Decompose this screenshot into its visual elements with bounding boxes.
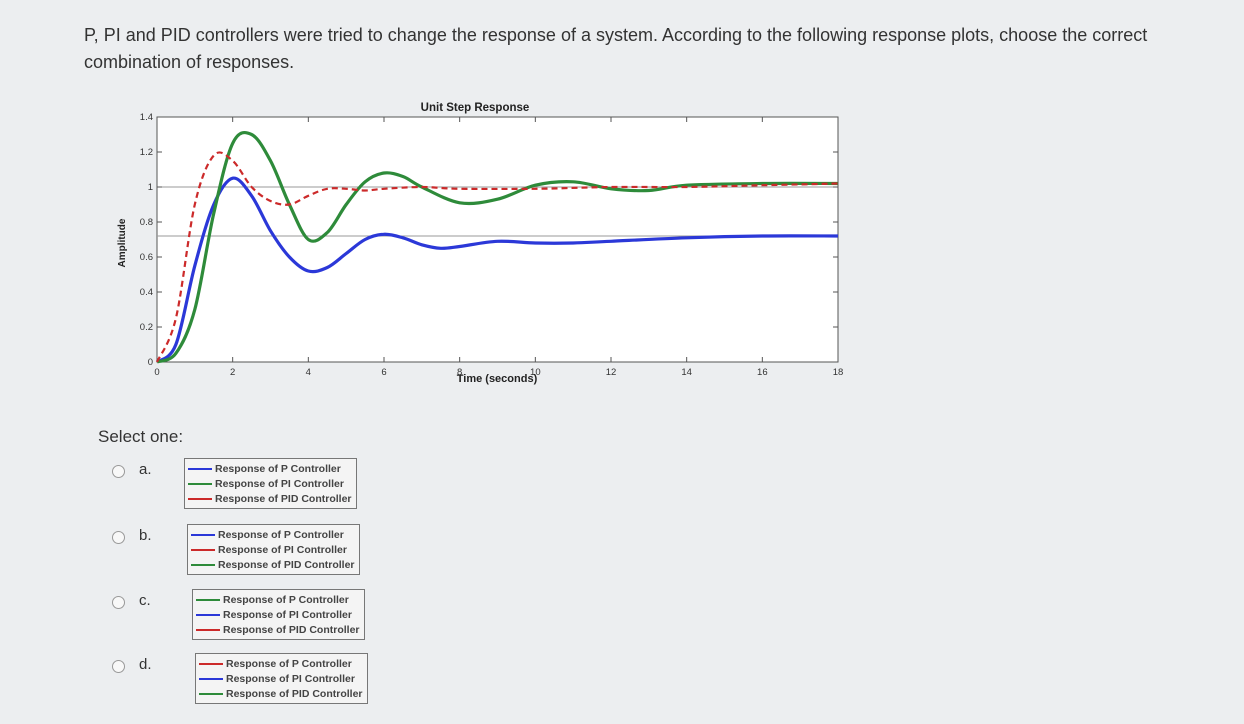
legend-entry: Response of PID Controller <box>196 622 360 637</box>
y-axis-label: Amplitude <box>117 218 128 267</box>
y-tick-label: 0.8 <box>140 217 153 228</box>
y-tick-label: 0.6 <box>140 252 153 263</box>
answer-option-b[interactable]: b. Response of P Controller Response of PI… <box>112 524 412 576</box>
x-tick-label: 14 <box>681 367 692 378</box>
legend-label: Response of P Controller <box>215 462 341 475</box>
legend-entry: Response of PID Controller <box>191 557 355 572</box>
radio-button[interactable] <box>112 660 125 673</box>
x-tick-label: 6 <box>381 367 386 378</box>
legend-swatch <box>188 467 212 470</box>
legend-entry: Response of PI Controller <box>188 476 352 491</box>
legend-label: Response of PI Controller <box>218 543 347 556</box>
legend-entry: Response of PI Controller <box>191 542 355 557</box>
legend-entry: Response of PID Controller <box>188 491 352 506</box>
option-letter: d. <box>139 656 152 673</box>
x-tick-label: 10 <box>530 367 541 378</box>
step-response-chart: 0 2 4 6 8 10 12 14 16 18 0 0.2 0.4 0.6 0.8 1 1.2 1.4 Unit… <box>117 102 844 385</box>
legend-label: Response of P Controller <box>223 593 349 606</box>
legend-entry: Response of P Controller <box>196 592 360 607</box>
option-legend: Response of P Controller Response of PI C… <box>195 653 368 704</box>
legend-swatch <box>199 677 223 680</box>
answer-option-d[interactable]: d. Response of P Controller Response of PI… <box>112 653 412 705</box>
legend-swatch <box>188 497 212 500</box>
y-tick-label: 1.4 <box>140 112 153 123</box>
legend-swatch <box>191 533 215 536</box>
legend-label: Response of PI Controller <box>215 477 344 490</box>
legend-entry: Response of PID Controller <box>199 686 363 701</box>
legend-label: Response of PID Controller <box>215 492 352 505</box>
option-legend: Response of P Controller Response of PI C… <box>184 458 357 509</box>
answer-option-a[interactable]: a. Response of P Controller Response of PI… <box>112 458 412 510</box>
series-green-line <box>156 130 839 364</box>
answer-option-c[interactable]: c. Response of P Controller Response of PI… <box>112 589 412 641</box>
radio-button[interactable] <box>112 531 125 544</box>
select-one-label: Select one: <box>98 427 184 446</box>
option-letter: c. <box>139 592 151 609</box>
option-letter: a. <box>139 461 152 478</box>
chart-title: Unit Step Response <box>421 102 530 114</box>
x-tick-label: 0 <box>154 367 159 378</box>
legend-swatch <box>191 563 215 566</box>
legend-label: Response of PID Controller <box>223 623 360 636</box>
legend-swatch <box>199 662 223 665</box>
legend-swatch <box>196 598 220 601</box>
x-tick-label: 2 <box>230 367 235 378</box>
y-tick-label: 0 <box>148 357 153 368</box>
y-tick-label: 0.2 <box>140 322 153 333</box>
radio-button[interactable] <box>112 596 125 609</box>
y-tick-label: 0.4 <box>140 287 153 298</box>
question-text: P, PI and PID controllers were tried to … <box>84 25 1148 72</box>
y-tick-label: 1 <box>148 182 153 193</box>
y-tick-label: 1.2 <box>140 147 153 158</box>
legend-entry: Response of P Controller <box>199 656 363 671</box>
legend-label: Response of P Controller <box>226 657 352 670</box>
x-tick-label: 12 <box>606 367 617 378</box>
legend-entry: Response of P Controller <box>188 461 352 476</box>
legend-label: Response of PID Controller <box>226 687 363 700</box>
option-legend: Response of P Controller Response of PI C… <box>187 524 360 575</box>
legend-swatch <box>188 482 212 485</box>
plot-area <box>156 116 839 363</box>
legend-label: Response of PI Controller <box>223 608 352 621</box>
legend-entry: Response of PI Controller <box>196 607 360 622</box>
option-letter: b. <box>139 527 152 544</box>
legend-entry: Response of P Controller <box>191 527 355 542</box>
x-tick-label: 8 <box>457 367 462 378</box>
legend-label: Response of P Controller <box>218 528 344 541</box>
radio-button[interactable] <box>112 465 125 478</box>
legend-swatch <box>196 613 220 616</box>
legend-label: Response of PID Controller <box>218 558 355 571</box>
x-tick-label: 18 <box>833 367 844 378</box>
option-legend: Response of P Controller Response of PI C… <box>192 589 365 640</box>
x-tick-label: 4 <box>306 367 311 378</box>
x-axis-label: Time (seconds) <box>457 373 538 385</box>
legend-entry: Response of PI Controller <box>199 671 363 686</box>
x-tick-label: 16 <box>757 367 768 378</box>
legend-swatch <box>199 692 223 695</box>
series-blue-line <box>155 176 839 364</box>
legend-label: Response of PI Controller <box>226 672 355 685</box>
legend-swatch <box>196 628 220 631</box>
legend-swatch <box>191 548 215 551</box>
